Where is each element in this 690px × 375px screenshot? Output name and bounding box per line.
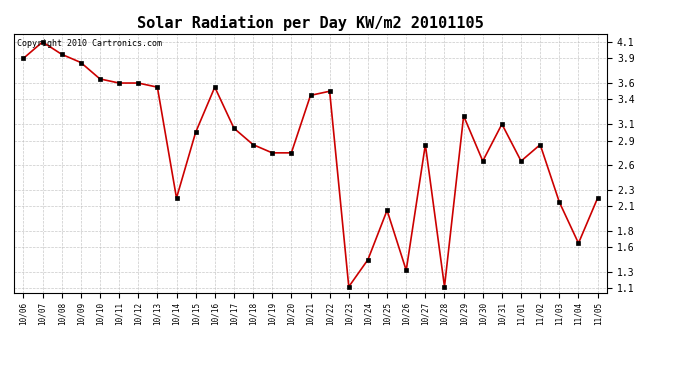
Text: Copyright 2010 Cartronics.com: Copyright 2010 Cartronics.com (17, 39, 161, 48)
Title: Solar Radiation per Day KW/m2 20101105: Solar Radiation per Day KW/m2 20101105 (137, 15, 484, 31)
